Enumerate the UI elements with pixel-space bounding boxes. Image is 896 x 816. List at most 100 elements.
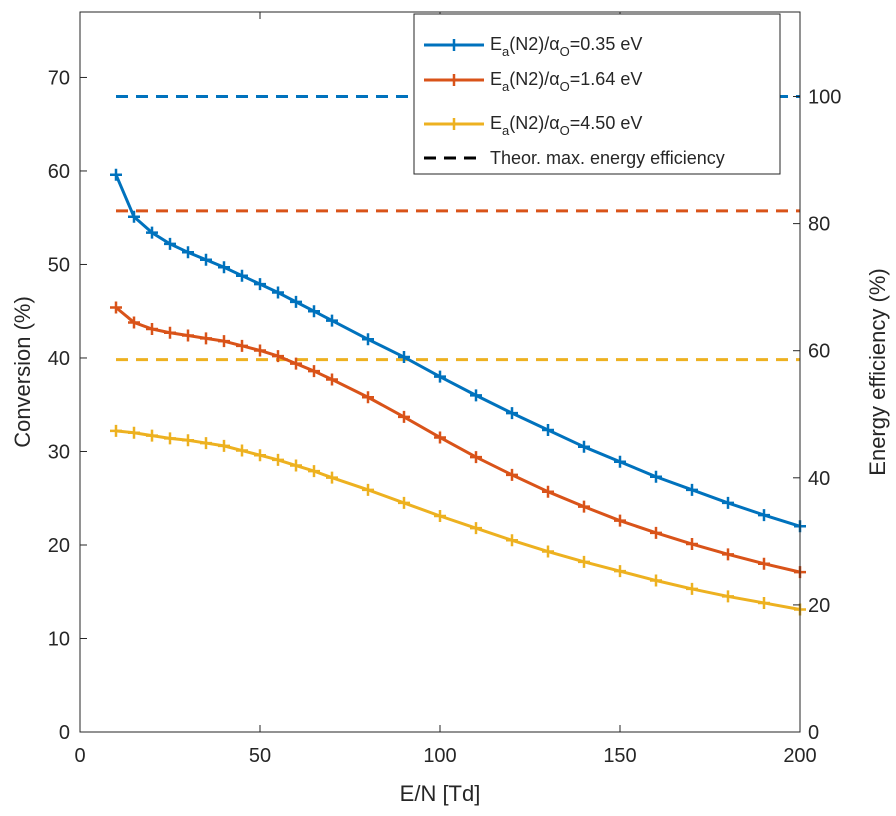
data-point bbox=[542, 485, 554, 498]
legend-label-dashed: Theor. max. energy efficiency bbox=[490, 148, 725, 168]
data-point bbox=[362, 333, 374, 346]
legend-label-part: (N2)/ bbox=[509, 113, 549, 133]
x-axis-title: E/N [Td] bbox=[400, 781, 481, 806]
data-point bbox=[182, 434, 194, 447]
left-y-tick-label: 70 bbox=[48, 67, 70, 89]
data-point bbox=[182, 246, 194, 259]
data-point bbox=[236, 339, 248, 352]
data-point bbox=[254, 278, 266, 291]
legend-label-part: a bbox=[502, 123, 510, 138]
legend-label: Ea(N2)/αO=0.35 eV bbox=[490, 34, 642, 59]
legend-label-part: =1.64 eV bbox=[570, 69, 643, 89]
data-point bbox=[128, 316, 140, 329]
legend-label: Ea(N2)/αO=1.64 eV bbox=[490, 69, 642, 94]
data-point bbox=[650, 470, 662, 483]
right-y-tick-label: 60 bbox=[808, 341, 830, 363]
legend-label-part: α bbox=[549, 34, 559, 54]
data-point bbox=[470, 389, 482, 402]
data-point bbox=[218, 439, 230, 452]
data-point bbox=[578, 555, 590, 568]
left-y-axis-title: Conversion (%) bbox=[10, 296, 35, 448]
data-point bbox=[578, 500, 590, 513]
data-point bbox=[164, 432, 176, 445]
data-point bbox=[398, 351, 410, 364]
data-point bbox=[470, 522, 482, 535]
data-point bbox=[398, 410, 410, 423]
data-point bbox=[326, 471, 338, 484]
data-point bbox=[164, 237, 176, 250]
data-point bbox=[542, 545, 554, 558]
data-point bbox=[434, 510, 446, 522]
data-point bbox=[272, 286, 284, 299]
legend-label-part: α bbox=[549, 113, 559, 133]
data-point bbox=[326, 314, 338, 327]
legend-label-part: E bbox=[490, 69, 502, 89]
data-point bbox=[506, 534, 518, 547]
x-tick-label: 50 bbox=[249, 745, 271, 767]
data-point bbox=[722, 496, 734, 509]
legend-marker bbox=[448, 39, 460, 51]
left-y-tick-label: 30 bbox=[48, 441, 70, 463]
data-point bbox=[758, 509, 770, 522]
data-point bbox=[686, 483, 698, 496]
data-point bbox=[236, 444, 248, 457]
legend-label-part: O bbox=[560, 79, 570, 94]
x-tick-label: 100 bbox=[423, 745, 456, 767]
data-point bbox=[542, 423, 554, 436]
legend-box bbox=[413, 13, 781, 175]
data-point bbox=[506, 468, 518, 481]
data-point bbox=[434, 431, 446, 444]
left-y-tick-label: 20 bbox=[48, 535, 70, 557]
data-point bbox=[218, 261, 230, 274]
data-point bbox=[362, 483, 374, 496]
data-point bbox=[110, 301, 122, 314]
data-point bbox=[254, 344, 266, 357]
data-point bbox=[308, 365, 320, 378]
data-point bbox=[308, 465, 320, 478]
data-point bbox=[272, 453, 284, 466]
right-y-tick-label: 20 bbox=[808, 595, 830, 617]
data-point bbox=[398, 496, 410, 509]
left-y-tick-label: 0 bbox=[59, 722, 70, 744]
data-point bbox=[110, 168, 122, 181]
left-y-tick-label: 50 bbox=[48, 254, 70, 276]
legend-label-part: O bbox=[560, 123, 570, 138]
data-point bbox=[128, 426, 140, 439]
series-group bbox=[110, 168, 806, 533]
left-y-tick-label: 60 bbox=[48, 161, 70, 183]
data-point bbox=[308, 305, 320, 318]
data-point bbox=[146, 322, 158, 335]
right-y-tick-label: 0 bbox=[808, 722, 819, 744]
legend-label-part: E bbox=[490, 113, 502, 133]
data-point bbox=[110, 424, 122, 437]
series-group bbox=[110, 424, 806, 616]
right-y-tick-label: 100 bbox=[808, 87, 841, 109]
left-y-tick-label: 40 bbox=[48, 348, 70, 370]
data-point bbox=[164, 326, 176, 339]
legend-label-part: E bbox=[490, 34, 502, 54]
data-point bbox=[254, 449, 266, 462]
left-y-tick-label: 10 bbox=[48, 628, 70, 650]
data-point bbox=[722, 590, 734, 603]
legend-label-part: (N2)/ bbox=[509, 69, 549, 89]
legend-label-part: O bbox=[560, 44, 570, 59]
data-point bbox=[200, 437, 212, 450]
right-y-axis-title: Energy efficiency (%) bbox=[865, 268, 890, 475]
data-point bbox=[200, 332, 212, 345]
data-point bbox=[470, 451, 482, 464]
legend-label-part: =0.35 eV bbox=[570, 34, 643, 54]
data-point bbox=[434, 370, 446, 383]
legend-marker bbox=[448, 118, 460, 130]
data-point bbox=[290, 295, 302, 308]
series-group bbox=[110, 301, 806, 579]
x-tick-label: 150 bbox=[603, 745, 636, 767]
legend-marker bbox=[448, 74, 460, 86]
data-point bbox=[128, 210, 140, 223]
data-point bbox=[758, 557, 770, 570]
data-point bbox=[578, 440, 590, 453]
series-lines bbox=[110, 168, 806, 616]
data-point bbox=[182, 329, 194, 342]
data-point bbox=[200, 253, 212, 266]
